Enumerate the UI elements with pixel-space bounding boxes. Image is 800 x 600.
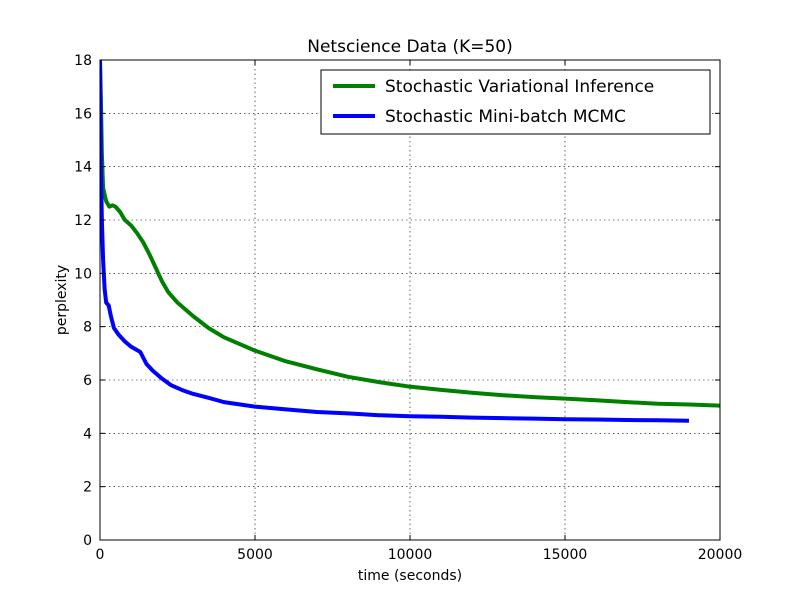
chart-title: Netscience Data (K=50): [307, 37, 513, 57]
grid-lines: [100, 60, 720, 540]
axis-ticks: 0 5000 10000 15000 20000 0 2 4 6 8 10 12 14 16 18: [74, 53, 742, 563]
y-axis-label: perplexity: [54, 265, 70, 335]
y-tick-label: 0: [83, 533, 92, 549]
x-tick-label: 0: [96, 547, 105, 563]
x-tick-label: 15000: [543, 547, 588, 563]
series-line-mcmc: [100, 60, 690, 423]
y-tick-label: 14: [74, 160, 92, 176]
y-tick-label: 6: [83, 373, 92, 389]
x-tick-label: 5000: [237, 547, 273, 563]
x-tick-label: 20000: [698, 547, 743, 563]
series-lines: [100, 60, 720, 423]
y-tick-label: 16: [74, 106, 92, 122]
y-tick-label: 18: [74, 53, 92, 69]
series-line-svi: [100, 60, 720, 408]
x-axis-label: time (seconds): [358, 568, 462, 584]
legend-label-mcmc: Stochastic Mini-batch MCMC: [385, 107, 626, 127]
legend: Stochastic Variational Inference Stochas…: [320, 69, 711, 135]
y-tick-label: 10: [74, 266, 92, 282]
y-tick-label: 12: [74, 213, 92, 229]
y-tick-label: 8: [83, 320, 92, 336]
legend-box: [320, 69, 711, 135]
y-tick-label: 2: [83, 480, 92, 496]
legend-label-svi: Stochastic Variational Inference: [385, 77, 654, 97]
y-tick-label: 4: [83, 426, 92, 442]
x-tick-label: 10000: [388, 547, 433, 563]
